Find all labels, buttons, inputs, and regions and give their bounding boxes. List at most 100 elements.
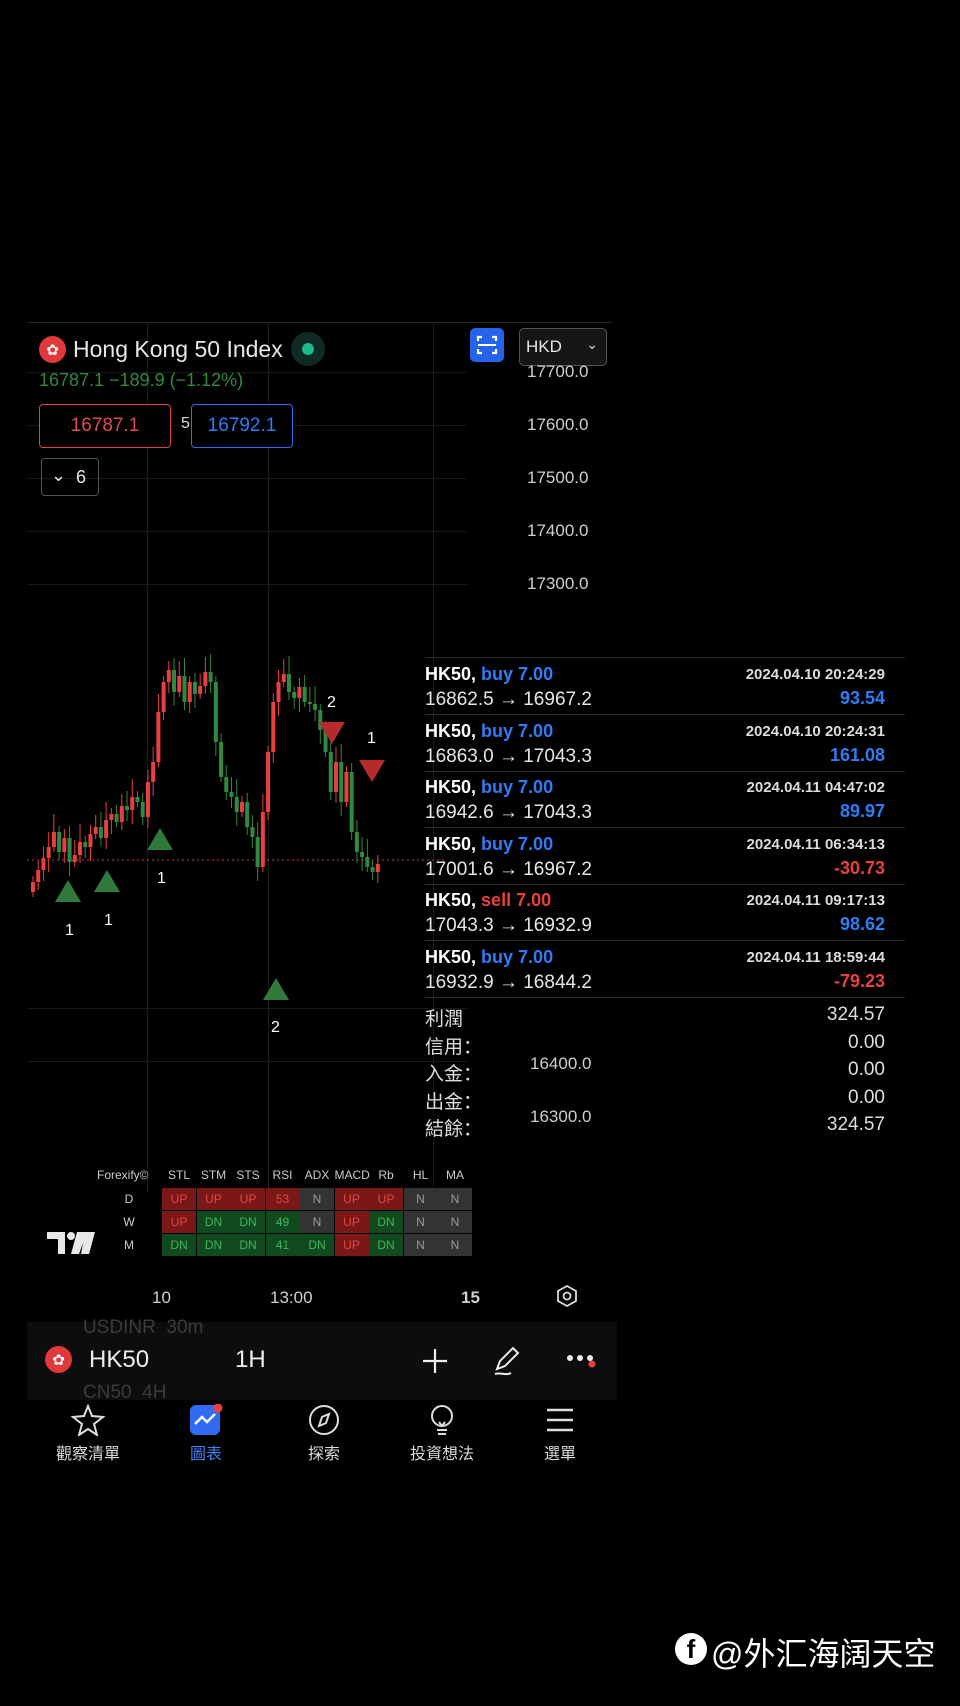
trade-time: 2024.04.11 04:47:02	[746, 779, 885, 797]
trade-symbol-text: HK50,	[425, 890, 477, 911]
indicator-cell: N	[403, 1234, 438, 1256]
trade-row[interactable]: HK50, buy 7.00 2024.04.11 04:47:02 16942.6…	[425, 771, 905, 829]
nav-watchlist[interactable]: 觀察清單	[33, 1404, 143, 1464]
sell-price-button[interactable]: 16787.1	[39, 404, 171, 448]
candle-body	[333, 762, 338, 792]
candlestick-chart[interactable]	[27, 642, 447, 922]
indicator-timeframe: W	[123, 1215, 135, 1229]
trade-prices: 17043.3 → 16932.9	[425, 915, 592, 937]
candle-body	[323, 730, 328, 752]
nav-label: 觀察清單	[55, 1446, 120, 1463]
candle-body	[328, 752, 333, 792]
signal-label: 1	[157, 870, 166, 887]
indicator-cell: N	[300, 1188, 334, 1210]
candle-body	[88, 834, 93, 847]
trade-row[interactable]: HK50, buy 7.00 2024.04.11 06:34:13 17001.6…	[425, 828, 905, 885]
summary-value: 324.57	[826, 1004, 885, 1025]
tradingview-logo-icon	[47, 1232, 95, 1254]
buy-price-button[interactable]: 16792.1	[191, 404, 293, 448]
fullscreen-icon[interactable]	[470, 328, 504, 362]
nav-explore[interactable]: 探索	[269, 1404, 379, 1464]
candle-body	[104, 820, 109, 838]
more-options-icon[interactable]	[565, 1350, 599, 1370]
trade-profit: -79.23	[833, 971, 885, 991]
candle-body	[166, 670, 171, 682]
price-tick: 17600.0	[527, 415, 589, 434]
candle-body	[281, 674, 286, 682]
nav-label: 圖表	[189, 1446, 222, 1463]
price-tick: 17500.0	[527, 468, 589, 487]
bottom-toolbar: USDINR 30m CN50 4H ✿ HK50 1H	[27, 1317, 617, 1403]
trade-time: 2024.04.11 06:34:13	[746, 835, 885, 853]
nav-chart[interactable]: 圖表	[151, 1404, 261, 1464]
indicator-cell: N	[300, 1211, 334, 1233]
summary-row: 利潤 324.57	[425, 1004, 905, 1032]
trade-time: 2024.04.11 09:17:13	[746, 892, 885, 910]
timeframe-selector[interactable]: 1H	[235, 1346, 266, 1373]
chevron-down-icon: ⌄	[51, 465, 67, 485]
signal-label: 2	[271, 1019, 280, 1036]
sell-signal-marker	[359, 760, 385, 782]
drawing-pen-icon[interactable]	[491, 1342, 525, 1378]
trade-symbol-text: HK50,	[425, 664, 477, 684]
candle-body	[109, 814, 114, 820]
trade-symbol-text: HK50,	[425, 833, 477, 854]
trade-row[interactable]: HK50, buy 7.00 2024.04.10 20:24:29 16862.5…	[425, 658, 905, 715]
price-tick: 17700.0	[527, 362, 589, 381]
buy-signal-marker	[55, 880, 81, 902]
symbol-selector[interactable]: HK50	[89, 1346, 150, 1373]
candle-body	[36, 870, 41, 882]
trade-side: buy 7.00	[481, 664, 554, 684]
trade-time: 2024.04.10 20:24:31	[745, 722, 885, 740]
summary-row: 信用： 0.00	[425, 1032, 905, 1060]
trade-row[interactable]: HK50, buy 7.00 2024.04.10 20:24:31 16863.0…	[425, 715, 905, 772]
signal-label: 1	[104, 912, 113, 929]
chart-settings-icon[interactable]	[555, 1284, 579, 1308]
indicators-toggle[interactable]: ⌄ 6	[41, 458, 99, 496]
add-icon[interactable]	[420, 1346, 450, 1376]
candle-body	[339, 762, 344, 802]
candle-body	[51, 832, 56, 847]
indicator-cell: 53	[265, 1188, 300, 1210]
summary-value: 0.00	[848, 1059, 885, 1081]
chart-app: ✿ Hong Kong 50 Index HKD ⌄ 16787.1 −189.…	[27, 322, 617, 1472]
candle-body	[219, 742, 224, 777]
indicator-cell: DN	[231, 1211, 265, 1233]
candle-body	[307, 702, 312, 704]
candle-body	[177, 676, 182, 692]
candle-body	[286, 674, 291, 692]
indicator-cell: DN	[369, 1211, 403, 1233]
ghost-symbol-above: USDINR 30m	[83, 1317, 204, 1338]
hong-kong-flag-icon: ✿	[39, 336, 66, 363]
candle-body	[239, 802, 244, 812]
ghost-symbol-below: CN50 4H	[83, 1382, 167, 1403]
indicator-cell: N	[403, 1188, 438, 1210]
candle-body	[208, 672, 213, 682]
trade-row[interactable]: HK50, sell 7.00 2024.04.11 09:17:13 17043.…	[425, 884, 905, 942]
summary-label: 利潤	[425, 1009, 464, 1030]
indicator-timeframe: D	[124, 1192, 134, 1206]
trade-prices: 16942.6 → 17043.3	[425, 802, 592, 824]
indicator-header: MA	[446, 1168, 464, 1182]
nav-menu[interactable]: 選單	[505, 1404, 615, 1464]
candle-body	[62, 838, 67, 852]
nav-ideas[interactable]: 投資想法	[387, 1404, 497, 1464]
nav-label: 探索	[307, 1446, 340, 1463]
candle-body	[255, 837, 260, 867]
candle-body	[213, 682, 218, 742]
watermark-text: @外汇海阔天空	[711, 1636, 936, 1672]
candle-body	[161, 682, 166, 712]
indicator-timeframe: M	[124, 1238, 134, 1252]
summary-label: 信用：	[425, 1036, 483, 1058]
indicator-cell: DN	[300, 1234, 334, 1256]
time-tick: 10	[152, 1288, 171, 1307]
trade-profit: -30.73	[833, 857, 885, 878]
candle-body	[31, 882, 35, 892]
signal-label: 1	[367, 730, 376, 747]
currency-select[interactable]: HKD ⌄	[519, 328, 607, 366]
trade-row[interactable]: HK50, buy 7.00 2024.04.11 18:59:44 16932.9…	[425, 941, 905, 998]
instrument-title[interactable]: Hong Kong 50 Index	[73, 336, 283, 362]
candle-body	[245, 802, 250, 827]
price-change: 16787.1 −189.9 (−1.12%)	[39, 370, 244, 390]
candle-body	[276, 682, 281, 702]
